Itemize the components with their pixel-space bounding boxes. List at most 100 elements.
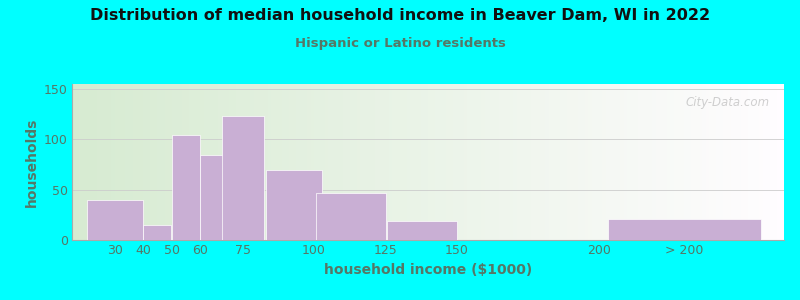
Bar (118, 84, 122, 240)
Bar (549, 84, 553, 240)
Bar (307, 84, 310, 240)
Bar (745, 84, 748, 240)
Bar (374, 84, 378, 240)
Bar (595, 84, 599, 240)
Bar (634, 84, 638, 240)
Bar (371, 84, 374, 240)
Bar (406, 84, 410, 240)
Bar (659, 84, 663, 240)
Bar (457, 84, 460, 240)
Bar (175, 84, 178, 240)
Y-axis label: households: households (25, 117, 38, 207)
Bar (122, 84, 126, 240)
Bar (392, 84, 396, 240)
Bar (730, 84, 734, 240)
Bar (734, 84, 738, 240)
Bar (521, 84, 524, 240)
Bar (418, 84, 421, 240)
Bar (674, 84, 677, 240)
Bar (339, 84, 342, 240)
Bar (129, 84, 133, 240)
Bar (335, 84, 339, 240)
Bar (342, 84, 346, 240)
Bar (389, 84, 393, 240)
Bar (303, 84, 307, 240)
Bar (414, 84, 418, 240)
Bar (478, 84, 482, 240)
Bar (143, 225, 171, 240)
Bar (553, 84, 556, 240)
Bar (617, 84, 620, 240)
Bar (79, 84, 82, 240)
Bar (94, 84, 97, 240)
Bar (182, 84, 186, 240)
Bar (710, 84, 713, 240)
Bar (104, 84, 107, 240)
Bar (325, 84, 328, 240)
Bar (229, 84, 232, 240)
Bar (271, 84, 275, 240)
Bar (410, 84, 414, 240)
Bar (266, 169, 322, 240)
Bar (254, 84, 257, 240)
Bar (425, 84, 428, 240)
Bar (386, 84, 389, 240)
Bar (204, 84, 207, 240)
Bar (585, 84, 588, 240)
Bar (485, 84, 489, 240)
Bar (146, 84, 150, 240)
Bar (446, 84, 450, 240)
Bar (567, 84, 570, 240)
Bar (172, 135, 200, 240)
Bar (774, 84, 777, 240)
Bar (232, 84, 236, 240)
Bar (236, 84, 239, 240)
Bar (578, 84, 581, 240)
Bar (560, 84, 563, 240)
Bar (165, 84, 168, 240)
Bar (489, 84, 492, 240)
Bar (218, 84, 222, 240)
Bar (193, 84, 197, 240)
Bar (482, 84, 485, 240)
Bar (592, 84, 595, 240)
Bar (656, 84, 659, 240)
Bar (666, 84, 670, 240)
Bar (663, 84, 666, 240)
Bar (691, 84, 695, 240)
Bar (546, 84, 549, 240)
Bar (531, 84, 534, 240)
Bar (542, 84, 546, 240)
Bar (354, 84, 357, 240)
Bar (749, 84, 752, 240)
Bar (627, 84, 631, 240)
Bar (200, 84, 204, 240)
Bar (613, 84, 617, 240)
Bar (111, 84, 114, 240)
Bar (607, 219, 761, 240)
Bar (264, 84, 268, 240)
Bar (506, 84, 510, 240)
Bar (752, 84, 755, 240)
Bar (101, 84, 104, 240)
Bar (178, 84, 182, 240)
Bar (222, 84, 225, 240)
Bar (82, 84, 86, 240)
Bar (762, 84, 766, 240)
Bar (222, 116, 264, 240)
Bar (114, 84, 118, 240)
Bar (382, 84, 386, 240)
Bar (450, 84, 453, 240)
Bar (399, 84, 403, 240)
Bar (695, 84, 698, 240)
Bar (496, 84, 499, 240)
Bar (239, 84, 243, 240)
Bar (367, 84, 371, 240)
Bar (107, 84, 111, 240)
Bar (428, 84, 431, 240)
Bar (438, 84, 442, 240)
Bar (207, 84, 211, 240)
Text: Hispanic or Latino residents: Hispanic or Latino residents (294, 38, 506, 50)
Bar (492, 84, 496, 240)
Bar (314, 84, 318, 240)
